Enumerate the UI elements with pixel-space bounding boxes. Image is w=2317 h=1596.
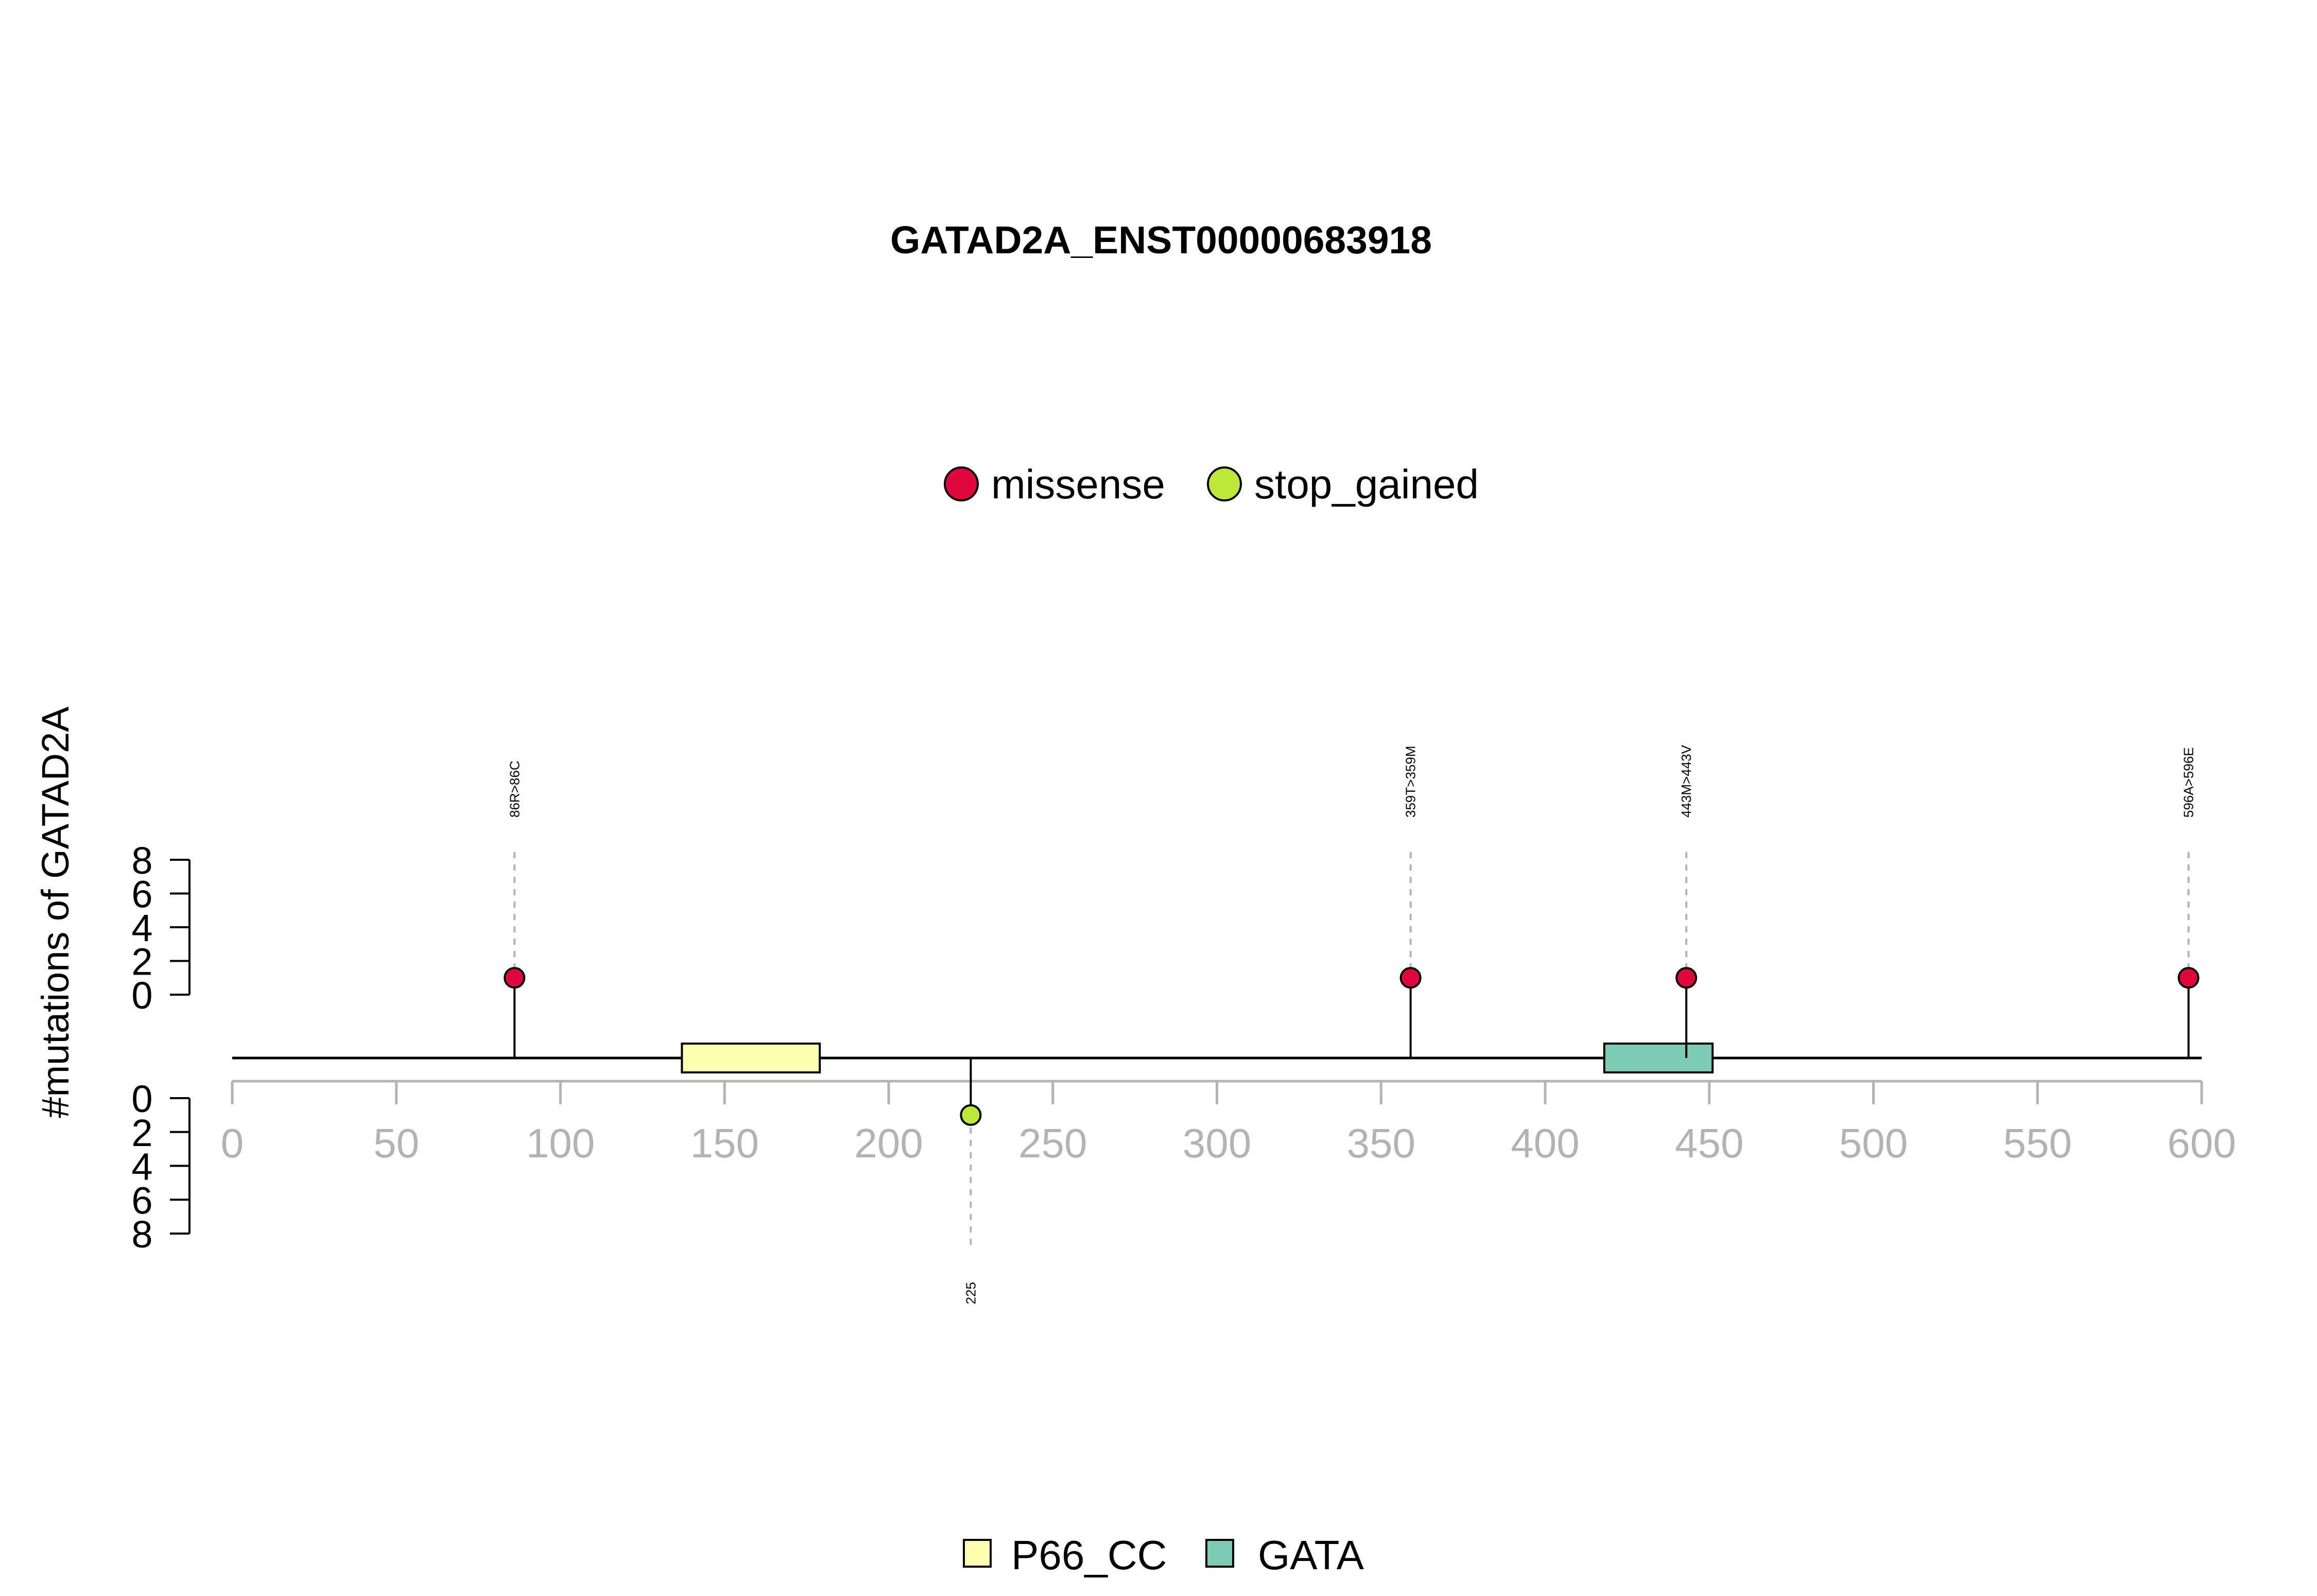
x-tick-label: 0 xyxy=(221,1120,244,1166)
mutation-label: 443M>443V xyxy=(1679,744,1694,818)
mutation-596: 596A>596E xyxy=(2177,747,2200,1058)
y-tick-label-lower: 2 xyxy=(131,1112,152,1154)
x-tick-label: 50 xyxy=(373,1120,419,1166)
protein-domains xyxy=(681,1043,1714,1073)
y-tick-label-upper: 4 xyxy=(131,907,152,949)
legend-mutation-types: missense stop_gained xyxy=(944,461,1479,507)
x-tick-label: 300 xyxy=(1183,1120,1251,1166)
legend-p66-cc-symbol xyxy=(963,1539,992,1568)
x-tick-label: 200 xyxy=(854,1120,923,1166)
x-tick-label: 500 xyxy=(1839,1120,1908,1166)
x-tick-label: 250 xyxy=(1018,1120,1087,1166)
legend-p66-cc-label: P66_CC xyxy=(1011,1532,1167,1578)
mutation-lollipops: 86R>86C 359T>359M 443M>443V 596A>596E 225 xyxy=(504,744,2200,1304)
legend-stop-gained-symbol xyxy=(1207,466,1242,501)
y-tick-label-lower: 0 xyxy=(131,1078,152,1120)
mutation-label: 86R>86C xyxy=(507,760,522,818)
mutation-label: 225 xyxy=(963,1282,978,1304)
mutation-443: 443M>443V xyxy=(1675,744,1698,1058)
x-tick-label: 600 xyxy=(2167,1120,2236,1166)
domain-gata xyxy=(1603,1043,1714,1073)
x-axis: 0 50 100 150 200 250 300 350 400 450 500 550 600 xyxy=(221,1080,2236,1166)
legend-gata-label: GATA xyxy=(1258,1532,1364,1578)
x-tick-label: 350 xyxy=(1347,1120,1415,1166)
mutation-label: 596A>596E xyxy=(2181,747,2197,818)
legend-stop-gained-label: stop_gained xyxy=(1254,461,1479,507)
mutation-point xyxy=(1399,967,1422,989)
mutation-point xyxy=(2177,967,2200,989)
x-tick-label: 100 xyxy=(526,1120,595,1166)
mutation-point xyxy=(504,967,526,989)
domain-p66-cc xyxy=(681,1043,821,1073)
y-tick-label-lower: 8 xyxy=(131,1213,152,1256)
y-tick-label-upper: 2 xyxy=(131,941,152,983)
mutation-86: 86R>86C xyxy=(504,760,526,1058)
y-axis-label: #mutations of GATAD2A xyxy=(34,706,77,1118)
legend-gata-symbol xyxy=(1205,1539,1234,1568)
mutation-225: 225 xyxy=(960,1058,982,1304)
y-tick-label-lower: 4 xyxy=(131,1146,152,1188)
chart-title: GATAD2A_ENST00000683918 xyxy=(890,218,1432,262)
mutation-label: 359T>359M xyxy=(1403,746,1419,818)
y-tick-label-lower: 6 xyxy=(131,1179,152,1222)
x-tick-label: 150 xyxy=(690,1120,759,1166)
x-tick-label: 550 xyxy=(2003,1120,2072,1166)
mutation-point xyxy=(960,1104,982,1126)
x-tick-label: 450 xyxy=(1675,1120,1743,1166)
y-tick-label-upper: 8 xyxy=(131,839,152,882)
mutation-point xyxy=(1675,967,1698,989)
x-tick-label: 400 xyxy=(1511,1120,1579,1166)
y-tick-label-upper: 0 xyxy=(131,974,152,1017)
legend-missense-symbol xyxy=(944,466,979,501)
mutation-359: 359T>359M xyxy=(1399,746,1422,1058)
legend-missense-label: missense xyxy=(991,461,1165,507)
legend-domains: P66_CC GATA xyxy=(963,1532,1364,1578)
y-tick-label-upper: 6 xyxy=(131,873,152,916)
